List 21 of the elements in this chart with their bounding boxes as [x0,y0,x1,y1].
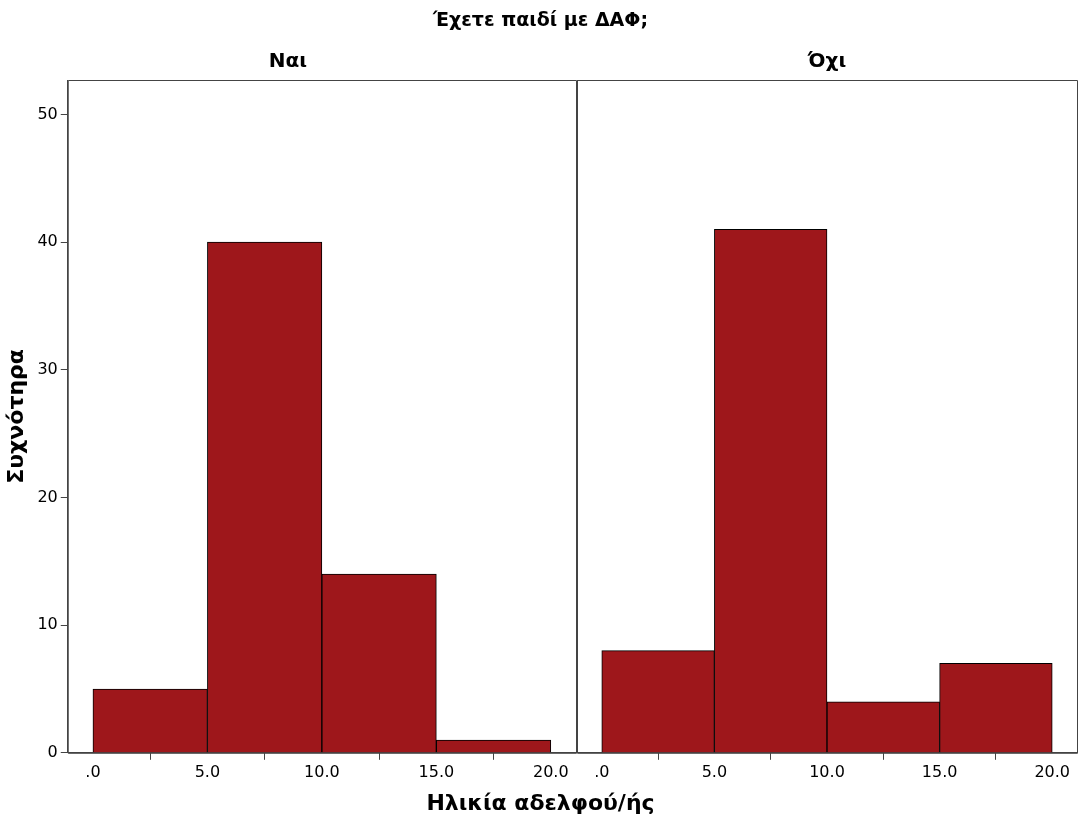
y-tick-label: 30 [37,358,58,378]
chart-title: Όχι [806,48,847,73]
x-tick-label: 5.0 [194,761,221,781]
x-tick-label: 10.0 [304,761,340,781]
y-tick-label: 50 [37,103,58,123]
y-axis-title: Συχνότηρα [2,349,28,484]
x-tick-label: 5.0 [701,761,728,781]
x-tick-label: 15.0 [921,761,958,781]
x-tick-label: 20.0 [533,761,569,781]
y-tick-label: 40 [37,231,58,251]
x-tick-label: 10.0 [809,761,845,781]
x-axis-title: Ηλικία αδελφού/ής [425,790,656,815]
x-tick-label: 15.0 [418,761,455,781]
x-tick-label: .0 [85,761,101,781]
x-tick-label: .0 [594,761,610,781]
x-tick-label: 20.0 [1034,761,1071,781]
y-tick-label: 10 [37,614,58,634]
y-tick-label: 0 [47,741,58,761]
chart-title: Ναι [268,48,308,73]
y-tick-label: 20 [37,486,58,506]
text: Έχετε παιδί με ΔΑΦ; [431,8,650,30]
